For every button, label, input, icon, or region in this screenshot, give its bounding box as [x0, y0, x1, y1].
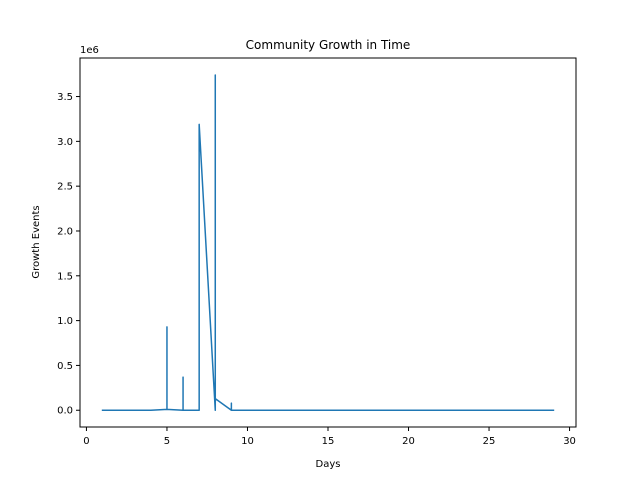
x-tick-label: 5 — [164, 436, 170, 447]
chart-title: Community Growth in Time — [246, 38, 411, 52]
x-tick-label: 30 — [563, 436, 576, 447]
y-tick-label: 2.5 — [57, 182, 73, 193]
plot-frame — [79, 57, 577, 428]
y-tick-label: 0.5 — [57, 361, 73, 372]
y-tick-label: 3.5 — [57, 92, 73, 103]
x-tick-label: 15 — [322, 436, 335, 447]
x-tick-label: 20 — [402, 436, 415, 447]
y-tick-label: 0.0 — [57, 406, 73, 417]
y-offset-label: 1e6 — [80, 45, 99, 56]
x-axis: 0 5 10 15 20 25 30 — [83, 427, 576, 447]
y-axis: 0.0 0.5 1.0 1.5 2.0 2.5 3.0 3.5 — [57, 92, 80, 417]
series-line-1 — [101, 74, 555, 411]
y-tick-label: 1.0 — [57, 316, 73, 327]
y-tick-label: 2.0 — [57, 226, 73, 237]
x-tick-label: 25 — [483, 436, 496, 447]
x-tick-label: 0 — [83, 436, 89, 447]
plot-area — [101, 74, 555, 411]
y-tick-label: 3.0 — [57, 137, 73, 148]
x-axis-label: Days — [316, 459, 341, 470]
x-tick-label: 10 — [241, 436, 254, 447]
y-tick-label: 1.5 — [57, 271, 73, 282]
y-axis-label: Growth Events — [31, 205, 42, 278]
